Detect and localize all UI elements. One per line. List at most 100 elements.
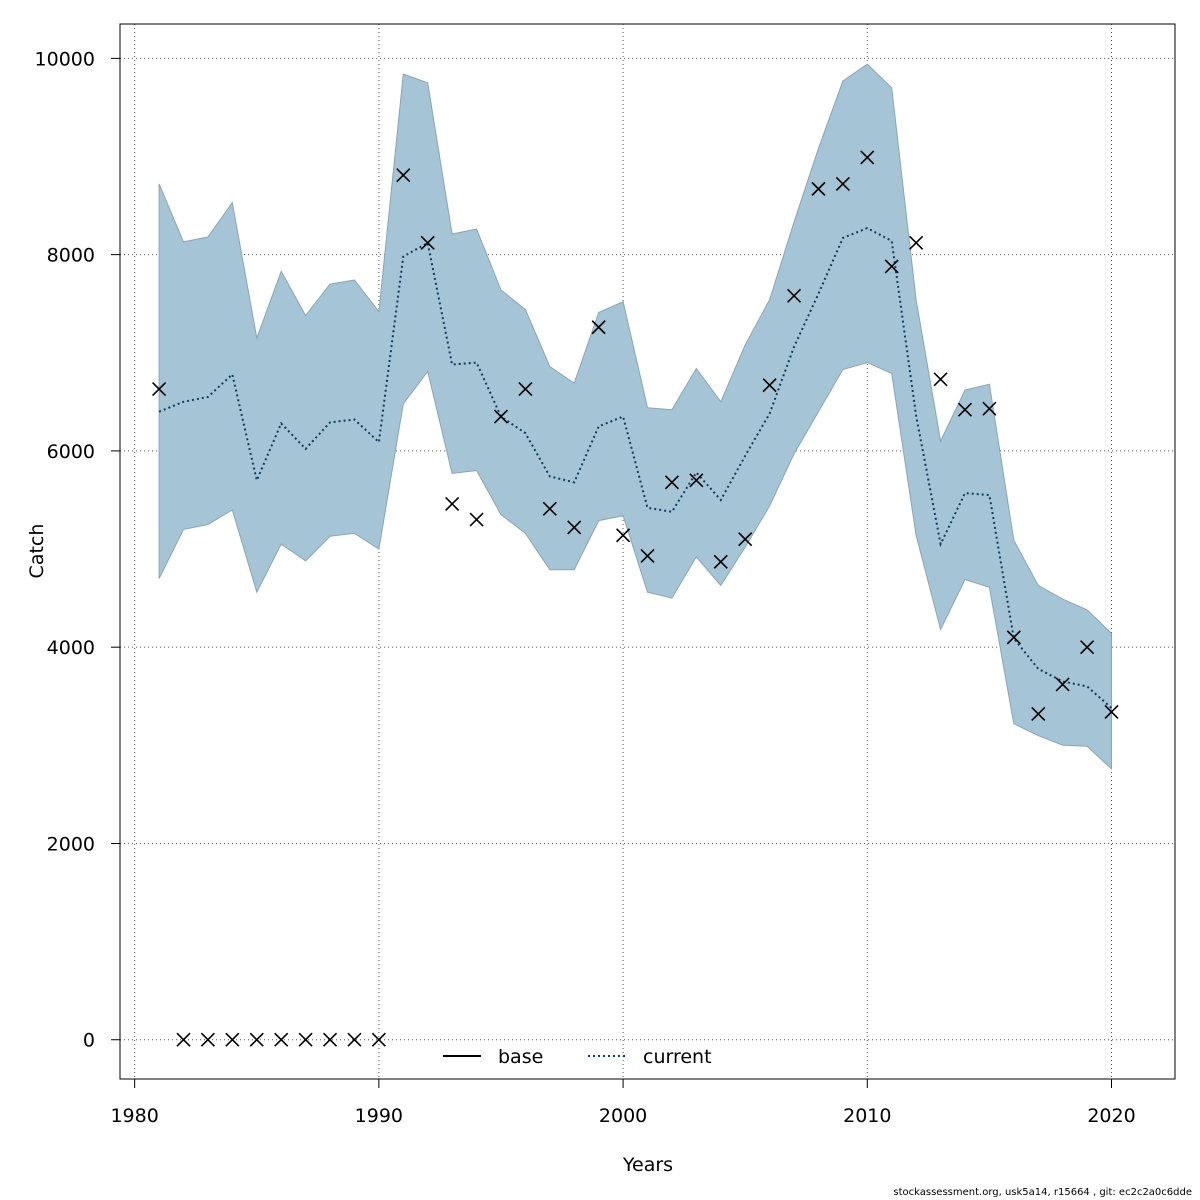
y-tick-label: 2000: [47, 833, 95, 855]
observed-point: [1006, 630, 1021, 645]
observed-point-stroke: [567, 520, 582, 535]
observed-point: [274, 1032, 289, 1047]
observed-point-stroke: [371, 1032, 386, 1047]
legend-current-label: current: [643, 1046, 712, 1068]
observed-point-stroke: [298, 1032, 313, 1047]
plot-frame: [119, 23, 1176, 1080]
series-line-layer: [158, 226, 1113, 709]
observed-point-stroke: [591, 320, 606, 335]
observed-point-stroke: [689, 473, 704, 488]
observed-point-stroke: [542, 501, 557, 516]
observed-point-stroke: [469, 512, 484, 527]
x-tick-label: 2020: [1087, 1105, 1135, 1127]
observed-point-stroke: [762, 378, 777, 393]
observed-point: [957, 402, 973, 417]
observed-point: [1055, 677, 1070, 692]
observed-point: [225, 1032, 240, 1047]
footer-credit: stockassessment.org, usk5a14, r15664 , g…: [893, 1187, 1192, 1198]
x-axis-title: Years: [622, 1154, 673, 1176]
observed-point: [396, 168, 411, 183]
observed-point-stroke: [786, 288, 802, 303]
confidence-band: [158, 63, 1112, 771]
observed-point: [420, 235, 435, 250]
legend: base current: [443, 1046, 712, 1068]
observed-point-stroke: [420, 235, 435, 250]
observed-point: [542, 501, 557, 516]
y-tick-label: 10000: [35, 48, 95, 70]
observed-point: [176, 1032, 191, 1047]
observed-point: [713, 554, 728, 569]
observed-point-stroke: [1080, 640, 1095, 655]
observed-point-stroke: [274, 1032, 289, 1047]
observation-markers: [152, 150, 1119, 1047]
observed-point-stroke: [884, 259, 899, 274]
observed-point: [249, 1032, 264, 1047]
observed-point: [762, 378, 777, 393]
observed-point: [347, 1032, 362, 1047]
observed-point-stroke: [445, 496, 460, 511]
observed-point: [298, 1032, 313, 1047]
observed-point-stroke: [713, 554, 728, 569]
observed-point: [909, 235, 924, 250]
observed-point-stroke: [249, 1032, 264, 1047]
observed-point: [445, 496, 460, 511]
observed-point-stroke: [200, 1032, 215, 1047]
x-tick-label: 2010: [843, 1105, 891, 1127]
y-tick-label: 6000: [47, 441, 95, 463]
observed-point: [371, 1032, 386, 1047]
x-tick-label: 2000: [599, 1105, 647, 1127]
observed-point: [518, 382, 533, 397]
observed-point-stroke: [909, 235, 924, 250]
observed-point-stroke: [493, 409, 509, 424]
y-tick-label: 4000: [47, 637, 95, 659]
legend-base-label: base: [498, 1046, 543, 1068]
y-tick-label: 0: [83, 1030, 95, 1052]
observed-point: [200, 1032, 215, 1047]
observed-point: [884, 259, 899, 274]
observed-point: [1080, 640, 1095, 655]
observed-point-stroke: [1104, 704, 1119, 720]
observed-point: [689, 473, 704, 488]
series-current-line: [158, 226, 1113, 709]
x-tick-label: 1990: [355, 1105, 403, 1127]
observed-point-stroke: [1055, 677, 1070, 692]
observed-point-stroke: [225, 1032, 240, 1047]
observed-point: [982, 401, 997, 416]
y-axis: 0 2000 4000 6000 8000 10000: [35, 48, 120, 1052]
observed-point: [738, 532, 753, 547]
observed-point: [322, 1032, 338, 1047]
observed-point-stroke: [396, 168, 411, 183]
observed-point: [640, 548, 655, 563]
observed-point: [1031, 706, 1046, 721]
observed-point: [933, 372, 948, 387]
observed-point-stroke: [957, 402, 973, 417]
y-tick-label: 8000: [47, 245, 95, 267]
observed-point-stroke: [176, 1032, 191, 1047]
observed-point-stroke: [1006, 630, 1021, 645]
observed-point: [664, 475, 679, 490]
observed-point: [616, 528, 631, 543]
observed-point-stroke: [518, 382, 533, 397]
observed-point-stroke: [616, 528, 631, 543]
observed-point-stroke: [152, 382, 167, 397]
observed-point-stroke: [1031, 706, 1046, 721]
observed-point: [152, 382, 167, 397]
observed-point: [811, 181, 826, 196]
observed-point: [786, 288, 802, 303]
observed-point: [567, 520, 582, 535]
observed-point-stroke: [933, 372, 948, 387]
observed-point: [835, 176, 850, 192]
observed-point: [469, 512, 484, 527]
observed-point-stroke: [347, 1032, 362, 1047]
observed-point-stroke: [738, 532, 753, 547]
y-axis-title: Catch: [26, 524, 48, 579]
observed-point-stroke: [664, 475, 679, 490]
x-tick-label: 1980: [110, 1105, 158, 1127]
observed-point: [1104, 704, 1119, 720]
observed-point: [493, 409, 509, 424]
observed-point-stroke: [322, 1032, 338, 1047]
confidence-band-layer: [158, 63, 1112, 771]
observed-point-stroke: [860, 150, 875, 165]
observed-point-stroke: [982, 401, 997, 416]
